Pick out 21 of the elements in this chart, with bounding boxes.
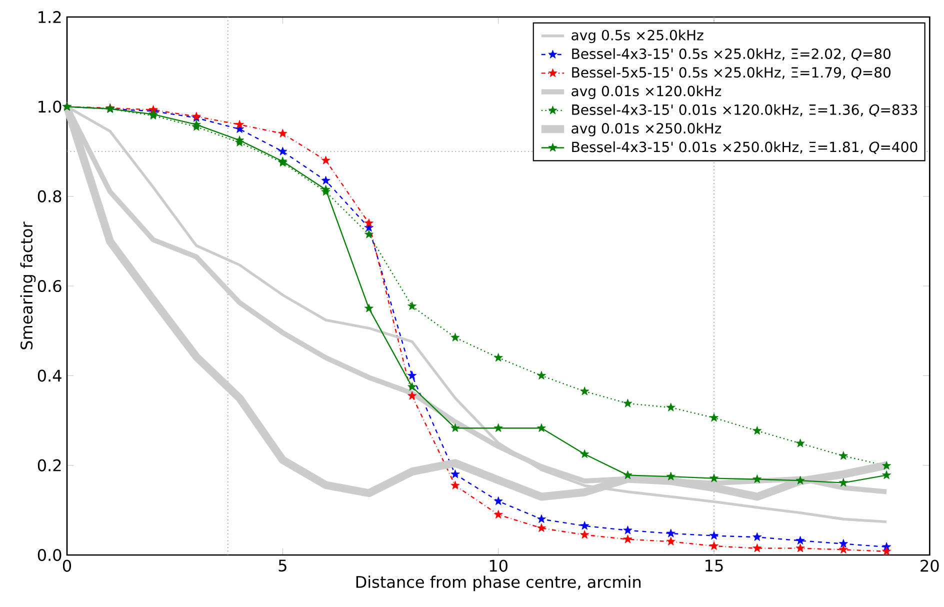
legend-label: Bessel-5x5-15' 0.5s ×25.0kHz, Ξ=1.79, Q=80 <box>572 66 890 80</box>
legend-label: avg 0.5s ×25.0kHz <box>572 30 704 44</box>
legend-label: Bessel-4x3-15' 0.5s ×25.0kHz, Ξ=2.02, Q=80 <box>572 48 890 61</box>
y-axis-title: Smearing factor <box>20 222 36 350</box>
x-axis-title: Distance from phase centre, arcmin <box>356 576 641 592</box>
x-tick-label: 15 <box>706 560 723 572</box>
x-tick-label: 10 <box>490 560 508 572</box>
y-tick-label: 0.4 <box>38 370 62 382</box>
y-tick-label: 1.2 <box>38 11 61 23</box>
legend-label: Bessel-4x3-15' 0.01s ×120.0kHz, Ξ=1.36, Q=833 <box>572 104 918 117</box>
legend-label: avg 0.01s ×250.0kHz <box>572 122 722 136</box>
y-tick-label: 0.2 <box>38 459 61 472</box>
legend-label: Bessel-4x3-15' 0.01s ×250.0kHz, Ξ=1.81, Q=400 <box>572 141 918 154</box>
y-tick-label: 0.0 <box>38 548 62 562</box>
y-tick-label: 0.8 <box>38 190 62 202</box>
y-tick-label: 1.0 <box>38 100 62 113</box>
x-tick-label: 5 <box>278 560 286 572</box>
y-tick-label: 0.6 <box>38 280 62 292</box>
x-tick-label: 20 <box>920 560 939 572</box>
legend-label: avg 0.01s ×120.0kHz <box>572 86 722 100</box>
x-tick-label: 0 <box>62 560 72 572</box>
